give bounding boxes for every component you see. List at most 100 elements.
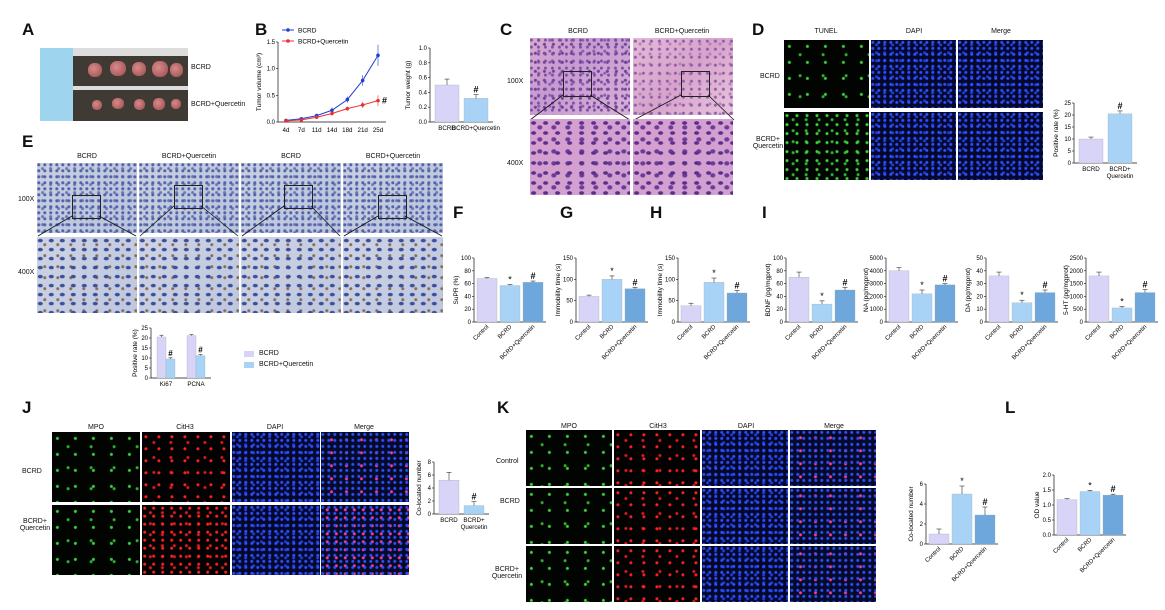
y-tick-label: 150 — [665, 256, 676, 262]
bar — [888, 270, 910, 323]
y-tick-label: 4000 — [870, 269, 884, 275]
c-row-100x: 100X — [507, 78, 524, 85]
d-img-merge-1 — [958, 40, 1043, 108]
bar — [1056, 499, 1078, 536]
y-tick-label: 5 — [145, 366, 149, 372]
panel-label-d: D — [752, 20, 765, 39]
significance-mark: # — [168, 349, 173, 358]
bar — [911, 293, 933, 323]
e-col-2: BCRD+Quercetin — [161, 153, 217, 160]
y-tick-label: 0 — [920, 542, 924, 548]
bar — [463, 505, 485, 515]
x-tick-label: BCRD — [1109, 324, 1126, 341]
x-tick-label: 25d — [373, 127, 384, 134]
y-tick-label: 0.0 — [1043, 533, 1052, 539]
significance-mark: * — [920, 280, 924, 290]
panel-label-c: C — [500, 20, 513, 39]
data-point — [376, 98, 380, 103]
panel-label-i: I — [762, 203, 767, 222]
legend-marker — [286, 39, 290, 43]
k-row-bcrd: BCRD — [500, 498, 520, 505]
y-axis-label: Tumor weight (g) — [405, 61, 412, 110]
y-tick-label: 0 — [145, 376, 149, 382]
y-tick-label: 0.2 — [419, 105, 428, 111]
y-axis-label: Co-located number — [908, 486, 915, 542]
panel-label-l: L — [1005, 398, 1016, 417]
e-legend-bcrd: BCRD — [259, 350, 279, 357]
d-img-dapi-2 — [871, 112, 956, 180]
bar — [463, 98, 489, 123]
significance-mark: * — [508, 275, 512, 285]
x-tick-label: BCRD+Quercetin — [452, 125, 501, 132]
data-point — [360, 103, 365, 107]
j-img-cith3-1 — [142, 432, 230, 502]
significance-mark: * — [1020, 290, 1024, 300]
k-row-control: Control — [496, 458, 519, 465]
k-col-cith3: CitH3 — [649, 423, 667, 430]
j-col-mpo: MPO — [88, 424, 104, 431]
legend-label: BCRD+Quercetin — [298, 38, 349, 45]
bar — [601, 279, 623, 323]
d-col-tunel: TUNEL — [814, 28, 838, 35]
y-tick-label: 0 — [1068, 161, 1072, 167]
c-img-bcrd-100x — [530, 38, 630, 115]
x-tick-label: Control — [784, 324, 802, 342]
y-tick-label: 20 — [141, 336, 148, 342]
x-tick-label: Control — [884, 324, 902, 342]
k-img-mpo-1 — [526, 430, 612, 486]
x-tick-label: Control — [472, 324, 490, 342]
y-tick-label: 100 — [461, 256, 472, 262]
e-zoom-lines — [37, 205, 443, 237]
bar — [934, 284, 956, 323]
y-tick-label: 3000 — [870, 282, 884, 288]
k-col-merge: Merge — [824, 423, 844, 430]
bar — [624, 288, 646, 323]
panel-label-j: J — [22, 398, 32, 417]
y-tick-label: 10 — [1064, 137, 1071, 143]
y-tick-label: 100 — [773, 256, 784, 262]
e-legend-quercetin: BCRD+Quercetin — [259, 361, 314, 368]
y-tick-label: 100 — [563, 277, 574, 283]
chart-j-bar: 0 2 4 6 8 Co-located number BCRD # BCRD+Querceti… — [416, 460, 489, 531]
panel-label-h: H — [650, 203, 663, 222]
bar — [578, 296, 600, 323]
bar — [1078, 138, 1104, 164]
x-tick-label: 4d — [283, 127, 290, 134]
y-tick-label: 6 — [428, 473, 432, 479]
x-tick-label: BCRD — [1082, 166, 1100, 173]
y-tick-label: 60 — [776, 282, 783, 288]
k-img-mpo-3 — [526, 546, 612, 602]
bar — [988, 275, 1010, 323]
bar — [1034, 292, 1056, 323]
data-point — [284, 119, 288, 123]
panel-label-g: G — [560, 203, 574, 222]
j-col-dapi: DAPI — [266, 424, 284, 431]
bar — [703, 282, 725, 323]
x-tick-label: BCRD+ — [1109, 166, 1131, 173]
bar — [811, 303, 833, 323]
x-tick-label: Control — [574, 324, 592, 342]
significance-mark: * — [960, 476, 964, 486]
j-col-merge: Merge — [354, 424, 374, 431]
y-tick-label: 2500 — [1070, 256, 1084, 262]
y-tick-label: 25 — [1064, 101, 1071, 107]
y-axis-label: Tumor volume (cm³) — [256, 53, 263, 111]
y-tick-label: 1000 — [1070, 294, 1084, 300]
e-row-100x: 100X — [18, 196, 35, 203]
x-tick-label: BCRD — [599, 324, 616, 341]
x-tick-label: Ki67 — [160, 381, 173, 388]
significance-mark: # — [942, 274, 947, 284]
y-axis-label: Immobility time (s) — [555, 264, 562, 317]
d-col-merge: Merge — [991, 28, 1011, 35]
y-tick-label: 8 — [428, 460, 432, 466]
k-img-mpo-2 — [526, 488, 612, 544]
y-axis-label: NA (pg/mgprot) — [863, 268, 870, 312]
x-tick-label: BCRD — [440, 517, 458, 524]
significance-mark: # — [1117, 101, 1122, 111]
k-img-dapi-1 — [702, 430, 788, 486]
k-img-merge-3 — [790, 546, 876, 602]
j-col-cith3: CitH3 — [176, 424, 194, 431]
y-tick-label: 50 — [566, 299, 573, 305]
significance-mark: # — [982, 497, 987, 507]
